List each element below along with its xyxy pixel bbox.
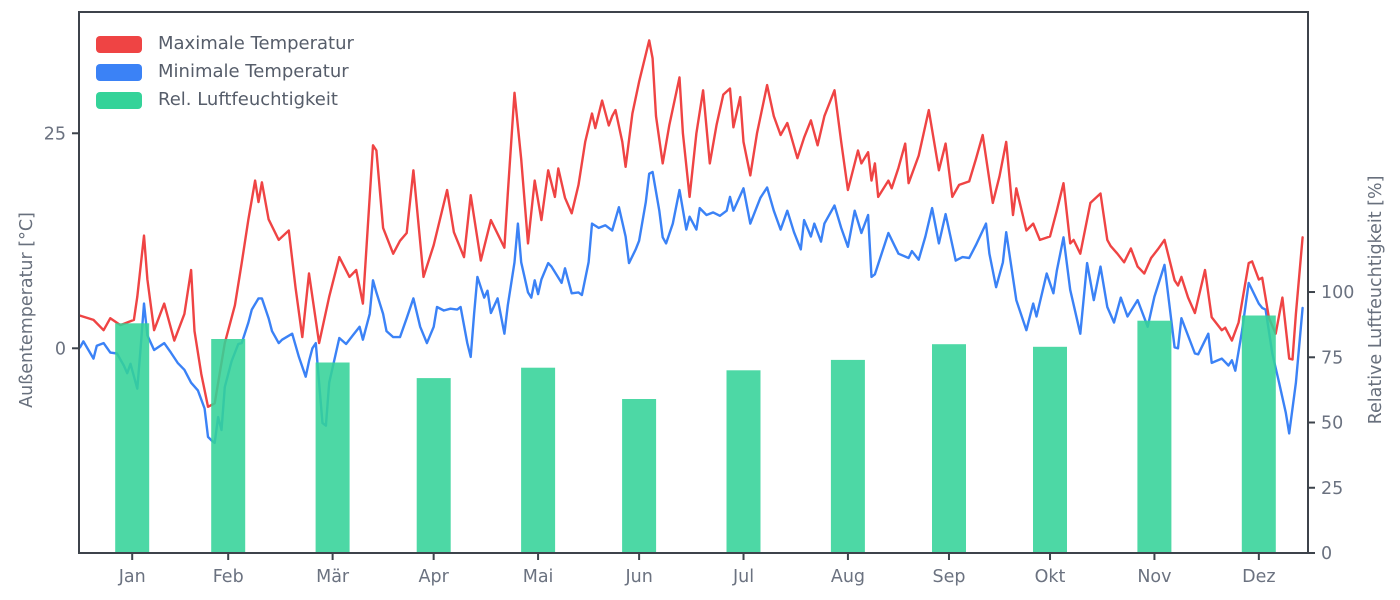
min-temp-legend-swatch (96, 63, 142, 81)
x-tick-label: Aug (831, 567, 865, 587)
x-tick-label: Mär (316, 567, 350, 587)
left-tick-label: 0 (55, 339, 66, 359)
x-tick-label: Mai (523, 567, 554, 587)
x-tick-label: Nov (1137, 567, 1171, 587)
x-tick-label: Jul (732, 567, 754, 587)
left-tick-label: 25 (44, 124, 66, 144)
humidity-bar-Mär (315, 362, 350, 552)
humidity-bar-Okt (1033, 346, 1067, 552)
humidity-bar-Aug (830, 359, 865, 552)
legend-item-humidity: Rel. Luftfeuchtigkeit (96, 91, 354, 109)
min-temp-legend-label: Minimale Temperatur (158, 61, 349, 82)
x-tick-label: Apr (419, 567, 450, 587)
humidity-legend-swatch (96, 91, 142, 109)
x-tick-label: Jan (118, 567, 146, 587)
humidity-bar-Jan (115, 323, 150, 552)
humidity-bar-Feb (211, 339, 246, 552)
right-axis-title: Relative Luftfeuchtigkeit [%] (1366, 175, 1386, 425)
left-axis-title: Außentemperatur [°C] (17, 212, 37, 408)
right-tick-label: 25 (1321, 479, 1343, 499)
legend-item-max-temp: Maximale Temperatur (96, 35, 354, 53)
humidity-legend-label: Rel. Luftfeuchtigkeit (158, 89, 338, 110)
max-temp-legend-swatch (96, 35, 142, 53)
right-tick-label: 75 (1321, 348, 1343, 368)
max-temp-line (78, 39, 1304, 408)
legend: Maximale Temperatur Minimale Temperatur … (96, 35, 354, 109)
min-temp-line (78, 170, 1304, 445)
x-tick-label: Okt (1035, 567, 1066, 587)
humidity-bar-Jul (726, 370, 761, 552)
max-temp-legend-label: Maximale Temperatur (158, 33, 354, 54)
humidity-bar-Mai (521, 367, 556, 552)
plot-box (78, 11, 1309, 554)
humidity-bar-Dez (1241, 315, 1276, 552)
x-tick-label: Dez (1242, 567, 1275, 587)
right-tick-label: 100 (1321, 283, 1354, 303)
humidity-bar-Jun (622, 399, 657, 552)
x-tick-label: Sep (932, 567, 965, 587)
humidity-bar-Sep (932, 344, 966, 552)
humidity-bar-Apr (416, 378, 451, 552)
right-tick-label: 0 (1321, 544, 1332, 564)
legend-item-min-temp: Minimale Temperatur (96, 63, 354, 81)
humidity-bar-Nov (1137, 320, 1172, 552)
x-tick-label: Feb (213, 567, 244, 587)
x-tick-label: Jun (624, 567, 652, 587)
right-tick-label: 50 (1321, 414, 1343, 434)
